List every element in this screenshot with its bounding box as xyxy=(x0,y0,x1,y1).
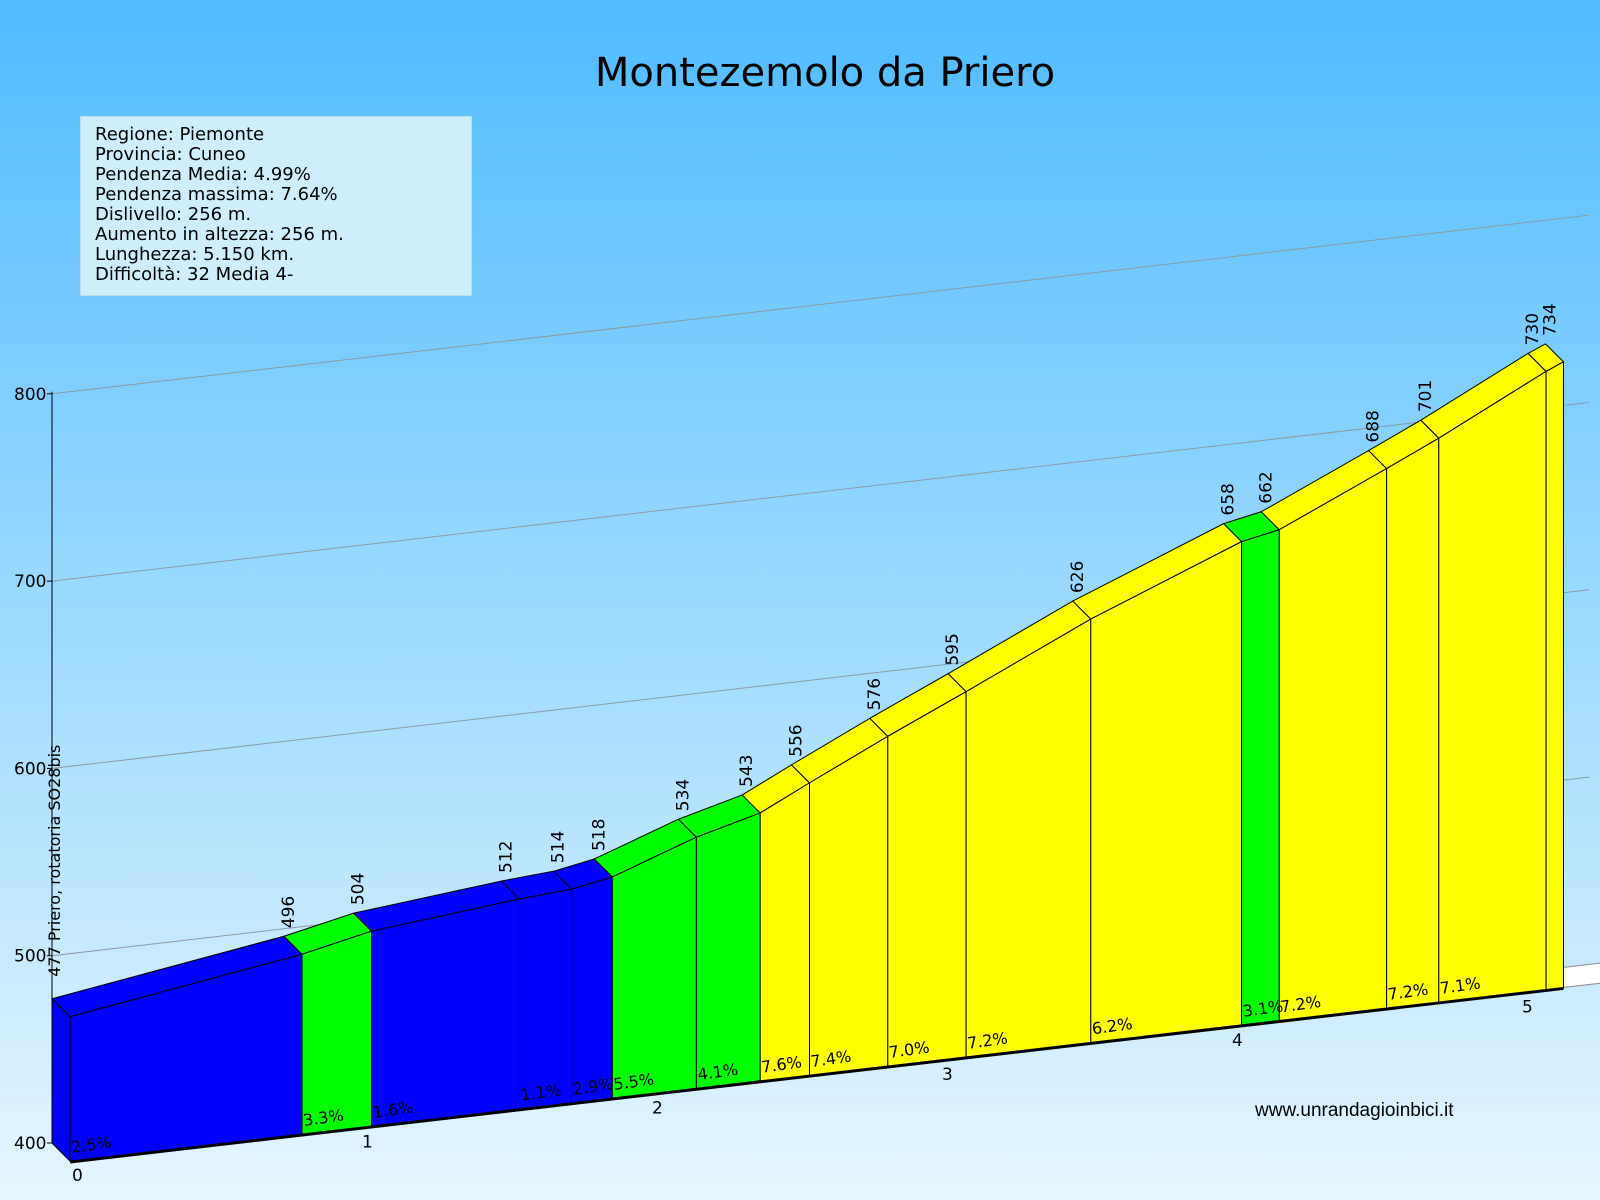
segment-front-face xyxy=(1241,529,1280,1026)
elevation-label: 730 xyxy=(1523,313,1543,345)
segment-front-face xyxy=(1278,467,1388,1022)
climb-info-box: Regione: Piemonte Provincia: Cuneo Pende… xyxy=(80,116,472,296)
elevation-label: 534 xyxy=(673,779,693,811)
info-difficolta: Difficoltà: 32 Media 4- xyxy=(95,264,294,285)
y-tick-label: 800 xyxy=(14,385,46,405)
segment-front-face xyxy=(809,735,889,1076)
info-regione: Regione: Piemonte xyxy=(95,124,265,145)
elevation-label: 688 xyxy=(1364,410,1384,442)
x-tick-label: 1 xyxy=(362,1132,373,1152)
elevation-label: 576 xyxy=(865,678,885,710)
profile-segment xyxy=(1527,343,1565,991)
y-tick-label: 600 xyxy=(14,759,46,779)
elevation-label: 556 xyxy=(787,724,807,756)
x-tick-label: 2 xyxy=(652,1099,663,1119)
info-lunghezza: Lunghezza: 5.150 km. xyxy=(95,244,295,265)
info-dislivello: Dislivello: 256 m. xyxy=(95,204,252,225)
y-tick-label: 500 xyxy=(14,947,46,967)
x-tick-label: 4 xyxy=(1232,1031,1243,1051)
website-credit: www.unrandagioinbici.it xyxy=(1255,1100,1454,1121)
segment-front-face xyxy=(695,812,761,1089)
segment-front-face xyxy=(571,876,613,1104)
segment-front-face xyxy=(759,781,810,1082)
start-location-label: 477 Priero, rotatoria SO28bis xyxy=(45,745,64,977)
elevation-label: 543 xyxy=(737,755,757,787)
x-tick-label: 3 xyxy=(942,1065,953,1085)
segment-front-face xyxy=(1545,361,1564,991)
segment-front-face xyxy=(519,888,573,1110)
elevation-label: 514 xyxy=(549,831,569,863)
info-pendenza-massima: Pendenza massima: 7.64% xyxy=(95,184,338,205)
segment-front-face xyxy=(611,836,697,1099)
profile-segment xyxy=(1260,449,1388,1022)
x-tick-label: 5 xyxy=(1522,998,1533,1018)
segment-side-face xyxy=(51,997,71,1163)
elevation-label: 595 xyxy=(943,633,963,665)
profile-segment xyxy=(1420,352,1547,1003)
profile-segment xyxy=(868,673,967,1067)
segment-front-face xyxy=(965,618,1092,1058)
profile-segment xyxy=(283,912,373,1135)
chart-title: Montezemolo da Priero xyxy=(594,50,1056,96)
elevation-label: 734 xyxy=(1541,303,1561,335)
info-aumento: Aumento in altezza: 256 m. xyxy=(95,224,344,245)
segment-front-face xyxy=(1386,437,1440,1009)
elevation-label: 512 xyxy=(497,841,517,873)
profile-segment xyxy=(947,600,1092,1058)
elevation-label: 658 xyxy=(1219,483,1239,515)
segment-front-face xyxy=(1090,540,1243,1043)
elevation-label: 662 xyxy=(1256,471,1276,503)
elevation-label: 518 xyxy=(589,819,609,851)
info-pendenza-media: Pendenza Media: 4.99% xyxy=(95,164,311,185)
profile-segment xyxy=(352,880,521,1127)
profile-segment xyxy=(500,870,573,1110)
info-provincia: Provincia: Cuneo xyxy=(95,144,246,165)
profile-segment xyxy=(1071,523,1243,1043)
profile-segment xyxy=(51,935,303,1163)
segment-front-face xyxy=(887,690,967,1067)
elevation-label: 701 xyxy=(1416,380,1436,412)
segment-front-face xyxy=(301,930,373,1135)
segment-front-face xyxy=(1438,370,1547,1003)
elevation-label: 496 xyxy=(279,896,299,928)
gridline-800 xyxy=(51,214,1590,395)
x-tick-label: 0 xyxy=(72,1166,83,1186)
y-tick-label: 700 xyxy=(14,572,46,592)
elevation-label: 626 xyxy=(1068,561,1088,593)
gridline-700 xyxy=(51,401,1590,582)
elevation-label: 504 xyxy=(349,873,369,905)
segment-front-face xyxy=(371,898,520,1127)
y-tick-label: 400 xyxy=(14,1134,46,1154)
profile-segment xyxy=(552,858,614,1104)
